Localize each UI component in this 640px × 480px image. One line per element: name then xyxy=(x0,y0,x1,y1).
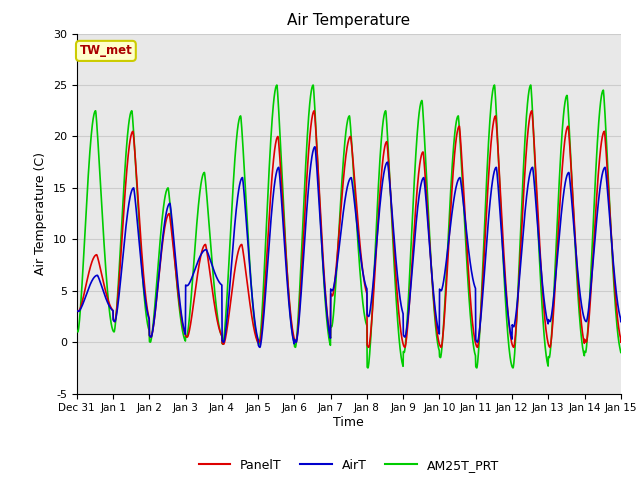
Line: AirT: AirT xyxy=(77,147,621,348)
AirT xyxy=(338,221,346,227)
AirT xyxy=(73,308,81,313)
X-axis label: Time: Time xyxy=(333,416,364,429)
PanelT xyxy=(337,201,345,207)
PanelT xyxy=(602,141,609,146)
Line: AM25T_PRT: AM25T_PRT xyxy=(77,85,621,368)
AM25T_PRT xyxy=(602,121,609,127)
AirT xyxy=(502,287,509,293)
AM25T_PRT xyxy=(100,249,108,254)
PanelT xyxy=(401,345,409,350)
AirT xyxy=(617,319,625,324)
Y-axis label: Air Temperature (C): Air Temperature (C) xyxy=(35,152,47,275)
AirT xyxy=(100,292,108,298)
AirT xyxy=(602,167,609,173)
AirT xyxy=(602,165,609,170)
AM25T_PRT xyxy=(73,328,81,334)
PanelT xyxy=(602,137,609,143)
PanelT xyxy=(323,308,331,313)
AM25T_PRT xyxy=(602,117,609,122)
AM25T_PRT xyxy=(337,187,345,193)
AM25T_PRT xyxy=(364,365,372,371)
Title: Air Temperature: Air Temperature xyxy=(287,13,410,28)
AM25T_PRT xyxy=(502,301,509,307)
PanelT xyxy=(502,276,509,282)
Legend: PanelT, AirT, AM25T_PRT: PanelT, AirT, AM25T_PRT xyxy=(194,454,504,477)
Text: TW_met: TW_met xyxy=(79,44,132,58)
AirT xyxy=(256,345,264,350)
AirT xyxy=(311,144,319,150)
Line: PanelT: PanelT xyxy=(77,111,621,348)
AM25T_PRT xyxy=(617,349,625,355)
PanelT xyxy=(100,284,108,290)
PanelT xyxy=(528,108,536,114)
PanelT xyxy=(617,339,625,345)
PanelT xyxy=(73,308,81,313)
AM25T_PRT xyxy=(491,82,499,88)
AM25T_PRT xyxy=(323,318,331,324)
AirT xyxy=(324,316,332,322)
